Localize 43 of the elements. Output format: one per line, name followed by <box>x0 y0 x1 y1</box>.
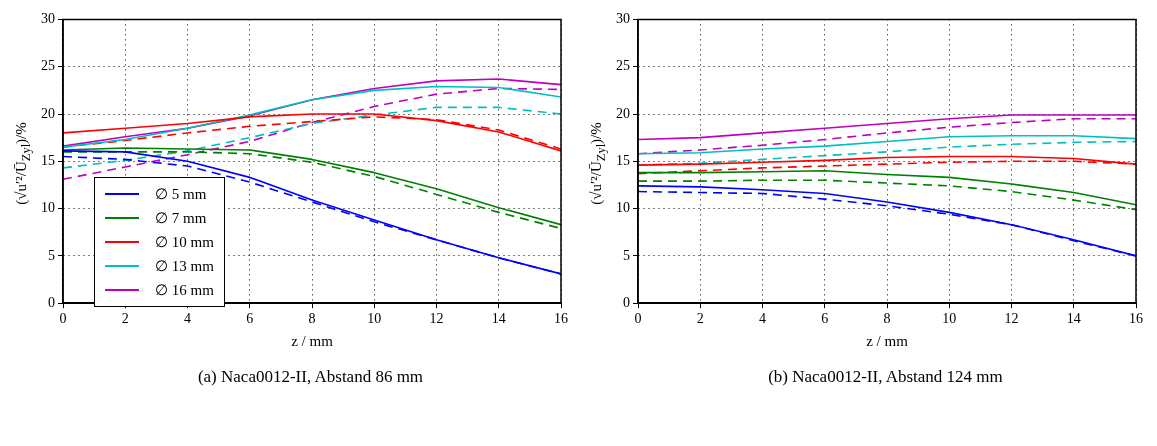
y-tick-label: 0 <box>48 294 55 310</box>
x-tick-label: 12 <box>1004 311 1019 327</box>
x-tick-label: 8 <box>308 311 316 327</box>
legend-label: ∅ 13 mm <box>155 257 214 275</box>
x-axis-title: z / mm <box>291 332 334 349</box>
x-tick-label: 16 <box>1129 311 1143 327</box>
x-tick-label: 0 <box>634 311 642 327</box>
x-tick-label: 2 <box>121 311 129 327</box>
x-tick-label: 6 <box>246 311 254 327</box>
x-tick-label: 16 <box>554 311 568 327</box>
text: (a) Naca0012-II, Abstand 86 mm <box>196 367 425 387</box>
y-tick-label: 10 <box>41 200 55 216</box>
y-tick-label: 25 <box>41 58 55 74</box>
legend-label: ∅ 5 mm <box>155 185 207 203</box>
x-tick-label: 10 <box>942 311 957 327</box>
legend-label: ∅ 7 mm <box>155 209 207 227</box>
x-tick-label: 8 <box>883 311 891 327</box>
legend-label: ∅ 10 mm <box>155 233 214 251</box>
x-tick-label: 0 <box>59 311 67 327</box>
x-tick-label: 12 <box>429 311 444 327</box>
x-tick-label: 6 <box>821 311 829 327</box>
x-axis-title: z / mm <box>866 332 909 349</box>
text: (b) Naca0012-II, Abstand 124 mm <box>767 367 1004 387</box>
y-tick-label: 25 <box>616 58 630 74</box>
x-tick-label: 4 <box>759 311 766 327</box>
x-tick-label: 14 <box>491 311 506 327</box>
y-tick-label: 5 <box>623 247 630 263</box>
y-tick-label: 20 <box>616 105 630 121</box>
line-series <box>63 106 561 169</box>
y-tick-label: 30 <box>616 11 630 27</box>
x-tick-label: 10 <box>367 311 382 327</box>
y-tick-label: 15 <box>41 152 55 168</box>
y-tick-label: 20 <box>41 105 55 121</box>
y-tick-label: 5 <box>48 247 55 263</box>
x-tick-label: 4 <box>184 311 191 327</box>
legend-label: ∅ 16 mm <box>155 281 214 299</box>
y-tick-label: 10 <box>616 200 630 216</box>
y-tick-label: 0 <box>623 294 630 310</box>
x-tick-label: 14 <box>1066 311 1081 327</box>
y-tick-label: 15 <box>616 152 630 168</box>
y-tick-label: 30 <box>41 11 55 27</box>
line-series <box>638 179 1136 211</box>
x-tick-label: 2 <box>696 311 704 327</box>
